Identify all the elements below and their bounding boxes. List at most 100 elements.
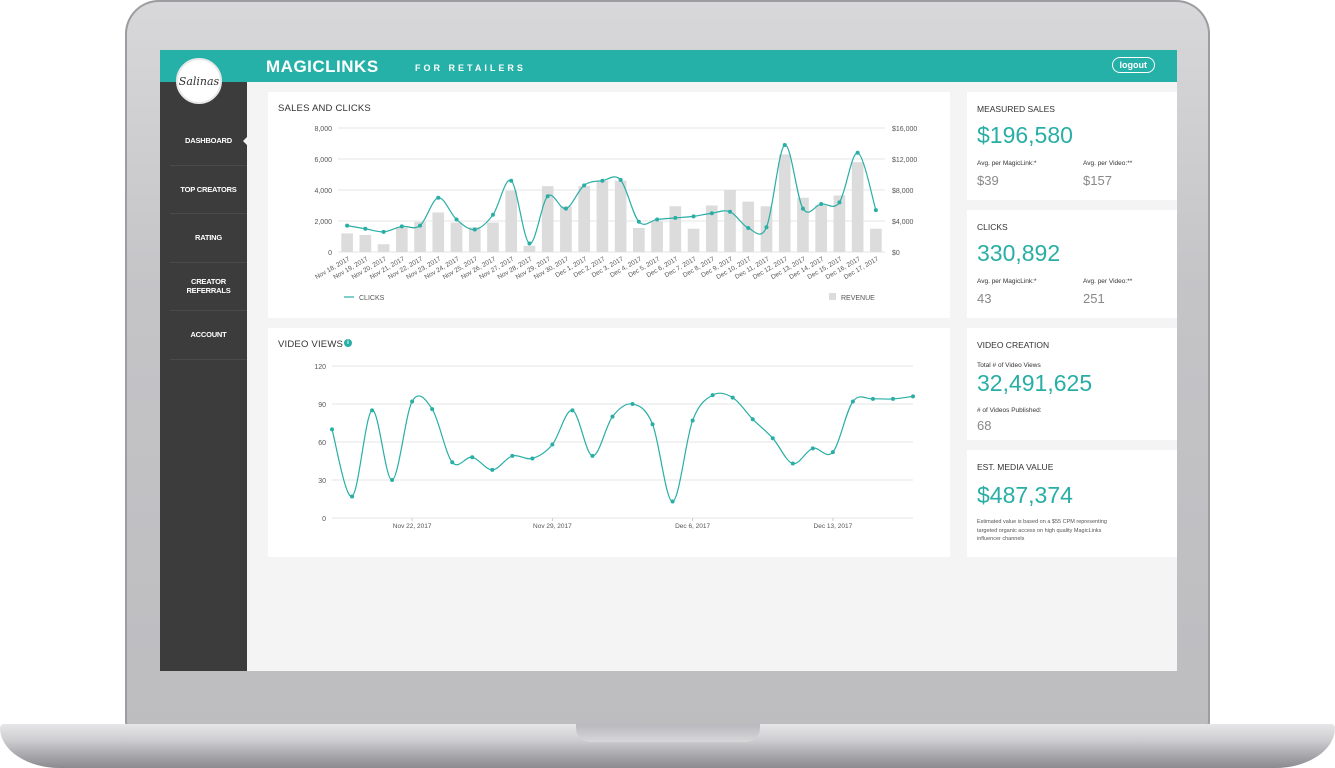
video-views-point (850, 399, 855, 404)
left-axis-tick-label: 6,000 (314, 157, 332, 164)
clicks-card: CLICKS 330,892 Avg. per MagicLink:* Avg.… (967, 210, 1177, 318)
revenue-bar (596, 180, 609, 252)
clicks-point (345, 223, 350, 228)
measured-sales-value: $196,580 (977, 122, 1073, 148)
brand-subtitle: FOR RETAILERS (415, 63, 526, 73)
revenue-bar (778, 154, 791, 252)
clicks-point (746, 225, 751, 230)
video-views-point (510, 453, 515, 458)
revenue-bar (633, 227, 645, 252)
videos-published-value: 68 (977, 418, 992, 433)
measured-sales-title: MEASURED SALES (977, 104, 1055, 114)
revenue-bar (414, 221, 426, 252)
brand-logo[interactable]: MAGICLINKS (266, 57, 379, 76)
revenue-bar (851, 162, 864, 252)
video-views-point (370, 408, 375, 413)
video-views-point (810, 446, 815, 451)
video-views-point (870, 396, 875, 401)
clicks-point (764, 225, 769, 230)
video-views-line (331, 392, 914, 503)
video-views-point (610, 414, 615, 419)
media-value-value: $487,374 (977, 482, 1073, 508)
clicks-title: CLICKS (977, 222, 1008, 232)
clicks-point (381, 229, 386, 234)
media-value-title: EST. MEDIA VALUE (977, 462, 1054, 472)
y-axis-tick-label: 60 (318, 440, 326, 447)
video-views-point (770, 436, 775, 441)
revenue-bar (578, 186, 590, 252)
clicks-point (636, 219, 641, 224)
y-axis-tick-label: 0 (322, 516, 326, 523)
sales-clicks-card: SALES AND CLICKS 0 2,000 4,000 6,000 8,000 $0… (268, 92, 950, 318)
revenue-bar (705, 205, 718, 252)
right-axis-tick-label: $8,000 (892, 188, 914, 195)
media-value-note: Estimated value is based on a $55 CPM re… (977, 519, 1107, 542)
video-views-point (330, 427, 334, 432)
revenue-bar (505, 190, 518, 252)
video-views-point (890, 396, 895, 401)
right-axis-tick-label: $12,000 (892, 157, 917, 164)
video-views-point (390, 478, 395, 482)
logout-button[interactable]: logout (1111, 57, 1155, 73)
revenue-bar (833, 195, 846, 252)
video-views-point (590, 453, 595, 458)
clicks-point (436, 195, 441, 200)
video-views-chart: 0 30 60 90 120 Nov 22, 2017 Nov 29, 2017 Dec 6,… (314, 364, 915, 530)
right-axis-tick-label: $4,000 (892, 219, 914, 226)
sidebar-item-creator-referrals[interactable]: CREATOR REFERRALS (170, 263, 247, 311)
measured-sales-avg-link-label: Avg. per MagicLink:* (977, 160, 1037, 167)
clicks-point (563, 206, 568, 211)
clicks-point (618, 177, 623, 182)
video-views-point (730, 395, 735, 400)
clicks-point (454, 217, 459, 222)
revenue-bar (450, 222, 463, 252)
clicks-value: 330,892 (977, 240, 1061, 266)
measured-sales-avg-video-value: $157 (1083, 173, 1112, 188)
clicks-avg-video-value: 251 (1083, 291, 1105, 306)
y-axis-tick-label: 30 (318, 478, 326, 485)
clicks-point (600, 178, 605, 183)
revenue-bar (487, 222, 499, 252)
left-axis-tick-label: 2,000 (314, 219, 332, 226)
info-icon[interactable]: i (344, 339, 353, 347)
clicks-point (673, 215, 678, 220)
clicks-point (490, 212, 495, 217)
video-views-point (470, 455, 475, 460)
revenue-bar (651, 221, 663, 252)
laptop-notch (576, 724, 760, 742)
sidebar-item-dashboard[interactable]: DASHBOARD (170, 117, 248, 166)
revenue-bar (870, 228, 882, 252)
clicks-point (837, 200, 842, 205)
sidebar-item-top-creators[interactable]: TOP CREATORS (170, 166, 247, 214)
revenue-bar (468, 227, 481, 252)
clicks-point (873, 208, 878, 213)
clicks-point (399, 224, 404, 229)
right-axis-tick-label: $0 (892, 250, 900, 257)
left-axis-tick-label: 0 (328, 250, 332, 257)
media-value-card: EST. MEDIA VALUE $487,374 Estimated valu… (967, 450, 1177, 557)
sidebar-item-account[interactable]: ACCOUNT (170, 311, 247, 360)
y-axis-tick-label: 90 (318, 402, 326, 409)
legend-clicks-label: CLICKS (359, 295, 385, 302)
legend-revenue-swatch (829, 293, 836, 300)
sales-clicks-title: SALES AND CLICKS (278, 103, 371, 114)
revenue-bar (797, 197, 809, 252)
y-axis-tick-label: 120 (314, 364, 326, 371)
clicks-point (545, 194, 550, 199)
legend-revenue-label: REVENUE (841, 295, 875, 302)
video-views-point (690, 418, 695, 423)
revenue-bar (614, 180, 627, 252)
measured-sales-avg-video-label: Avg. per Video:** (1083, 160, 1133, 167)
video-views-point (430, 407, 435, 412)
video-views-point (710, 393, 715, 398)
revenue-bar (523, 245, 536, 252)
avatar[interactable]: Salinas (176, 58, 222, 104)
sales-clicks-chart: 0 2,000 4,000 6,000 8,000 $0 $4,000 $8,000 $12,0… (314, 126, 917, 302)
revenue-bar (669, 206, 682, 252)
clicks-point (509, 178, 514, 183)
x-axis-tick-label: Nov 22, 2017 (393, 523, 432, 530)
right-axis-tick-label: $16,000 (892, 126, 917, 133)
measured-sales-card: MEASURED SALES $196,580 Avg. per MagicLi… (967, 92, 1177, 200)
sidebar-item-rating[interactable]: RATING (170, 214, 247, 263)
sidebar: Salinas DASHBOARD TOP CREATORS RATING CR… (160, 58, 248, 671)
